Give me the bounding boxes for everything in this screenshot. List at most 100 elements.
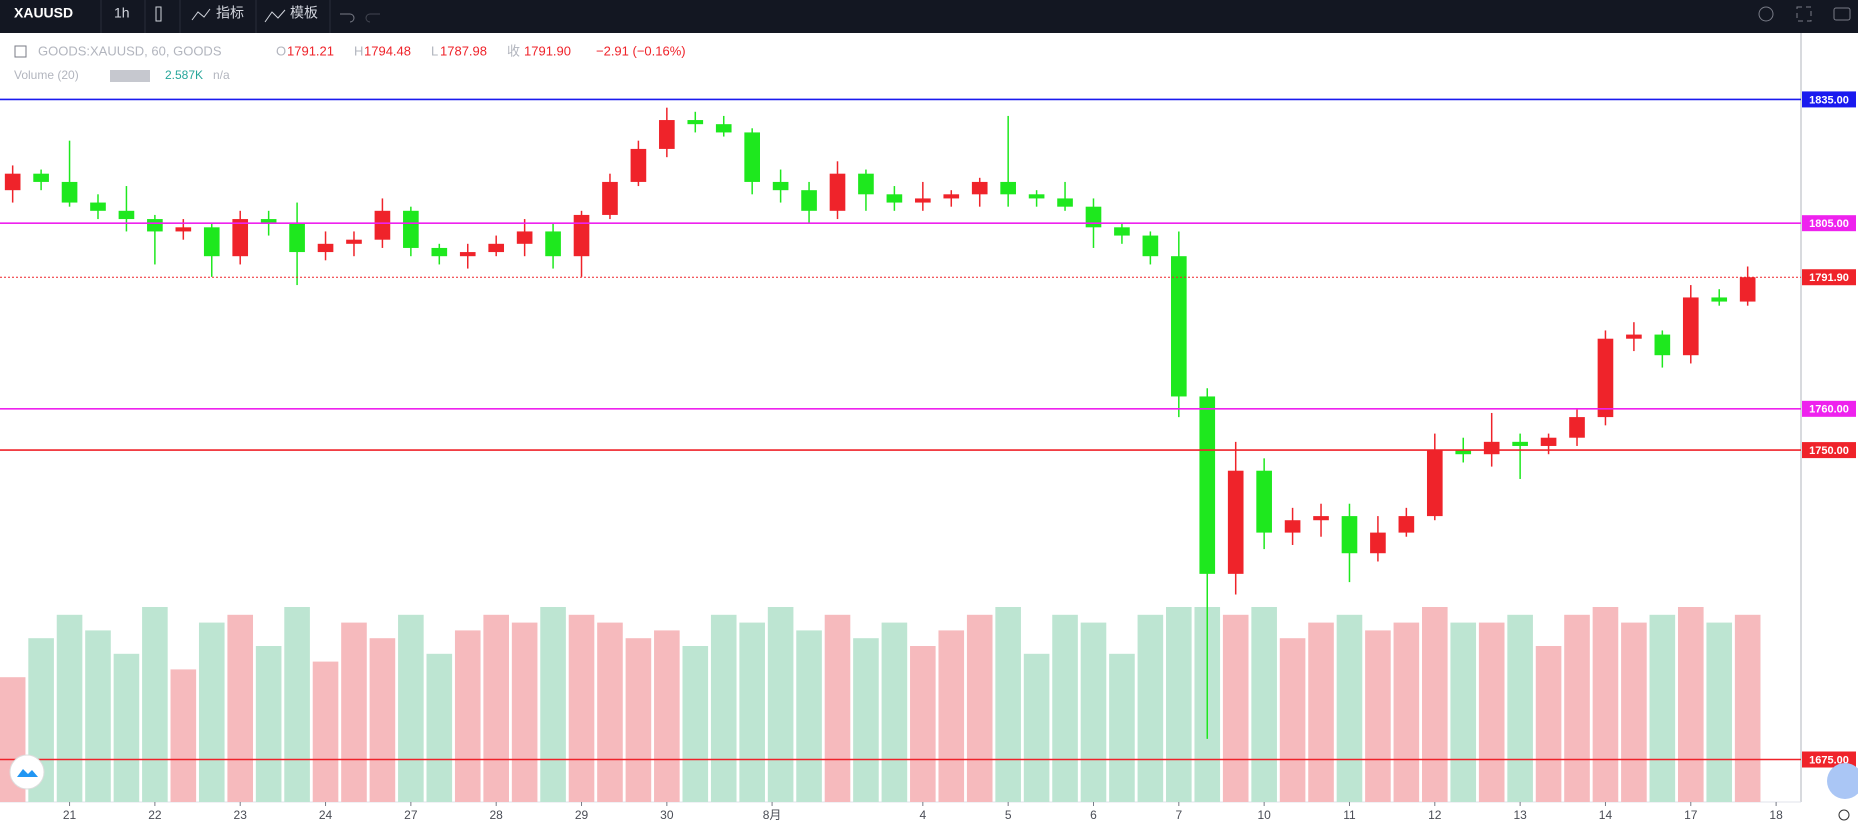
- x-tick-label: 22: [148, 808, 162, 822]
- legend-c-label: 收: [507, 43, 520, 58]
- volume-bar: [1336, 614, 1363, 802]
- candle-body: [1142, 235, 1159, 257]
- collapse[interactable]: [14, 45, 27, 58]
- redo[interactable]: [365, 13, 380, 23]
- candle-body: [1426, 450, 1443, 517]
- price-label: 1791.90: [1809, 272, 1849, 284]
- candle-body: [1512, 441, 1528, 446]
- x-tick-label: 28: [490, 808, 504, 822]
- price-label: 1750.00: [1809, 445, 1849, 457]
- volume-bar: [568, 614, 595, 802]
- candle-body: [4, 173, 21, 191]
- volume-bar: [1251, 607, 1277, 802]
- candle-body: [886, 194, 903, 203]
- x-tick-label: 23: [234, 808, 248, 822]
- volume-bar: [1450, 622, 1477, 802]
- volume-bar: [739, 622, 765, 802]
- volume-bar: [1279, 638, 1306, 802]
- logo-mark: [17, 769, 38, 777]
- symbol[interactable]: XAUUSD: [14, 5, 73, 21]
- x-tick-label: 27: [404, 808, 418, 822]
- x-tick-label: 6: [1090, 808, 1097, 822]
- candle-icon[interactable]: [155, 6, 162, 22]
- templates-button[interactable]: 模板: [290, 5, 318, 21]
- candle-body: [1626, 334, 1642, 339]
- price-label-bg: [1802, 91, 1856, 108]
- volume-bar: [1052, 614, 1078, 802]
- axis-settings[interactable]: [1838, 809, 1850, 821]
- volume-bar: [710, 614, 737, 802]
- candle-body: [459, 252, 476, 257]
- screenshot[interactable]: [1833, 7, 1851, 21]
- candle-body: [1000, 181, 1016, 195]
- indicators-button[interactable]: 指标: [216, 5, 244, 21]
- x-tick-label: 21: [63, 808, 77, 822]
- candle-body: [1654, 334, 1671, 356]
- candle-body: [915, 198, 931, 203]
- candle-body: [1682, 297, 1699, 356]
- x-tick-label: 7: [1175, 808, 1182, 822]
- candle-body: [602, 181, 618, 215]
- volume-bar: [597, 622, 623, 802]
- candle-body: [1284, 520, 1301, 533]
- undo[interactable]: [340, 13, 355, 23]
- volume-bar: [1308, 622, 1334, 802]
- candle-body: [374, 210, 391, 240]
- candle-body: [659, 120, 675, 149]
- volume-bar: [426, 653, 453, 802]
- candle-body: [1170, 256, 1187, 397]
- legend-close: 1791.90: [524, 43, 571, 58]
- volume-bar: [1080, 622, 1107, 802]
- interval[interactable]: 1h: [114, 5, 130, 21]
- volume-bar: [938, 630, 965, 802]
- candle-body: [858, 173, 874, 195]
- candle-body: [1114, 227, 1130, 236]
- x-tick-label: 10: [1257, 808, 1271, 822]
- candle-body: [687, 120, 704, 125]
- volume-bar: [1393, 622, 1420, 802]
- volume-bar: [454, 630, 481, 802]
- x-tick-label: 18: [1769, 808, 1783, 822]
- volume-bar: [796, 630, 822, 802]
- price-label-bg: [1802, 215, 1856, 232]
- volume-bar: [540, 607, 566, 802]
- candle-body: [772, 181, 789, 191]
- candle-body: [971, 181, 988, 195]
- candle-body: [516, 231, 533, 244]
- candle-body: [744, 132, 760, 182]
- volume-bar: [170, 669, 197, 802]
- logo[interactable]: [9, 754, 45, 790]
- draw-button[interactable]: [1827, 763, 1858, 799]
- volume-bar: [1222, 614, 1249, 802]
- volume-bar: [1621, 622, 1647, 802]
- legend-low: 1787.98: [440, 43, 487, 58]
- volume-controls[interactable]: [110, 70, 150, 82]
- volume-ma: n/a: [213, 68, 230, 82]
- fullscreen[interactable]: [1796, 6, 1812, 22]
- candle-body: [1028, 194, 1045, 199]
- x-tick-label: 12: [1428, 808, 1442, 822]
- volume-bar: [1734, 614, 1761, 802]
- volume-bar: [312, 661, 339, 802]
- x-tick-label: 29: [575, 808, 589, 822]
- legend-change: −2.91 (−0.16%): [596, 43, 686, 58]
- volume-bar: [767, 607, 794, 802]
- legend-high: 1794.48: [364, 43, 411, 58]
- volume-bar: [910, 646, 936, 802]
- volume-bar: [1535, 646, 1562, 802]
- volume-bar: [966, 614, 993, 802]
- volume-bar: [511, 622, 538, 802]
- volume-bar: [853, 638, 879, 802]
- candle-body: [545, 231, 561, 257]
- volume-bar: [341, 622, 367, 802]
- settings[interactable]: [1758, 6, 1774, 22]
- candle-body: [943, 194, 960, 199]
- candle-body: [1199, 396, 1216, 574]
- price-label-bg: [1802, 442, 1856, 459]
- price-label: 1760.00: [1809, 404, 1849, 416]
- x-tick-label: 5: [1005, 808, 1012, 822]
- volume-bar: [1677, 607, 1704, 802]
- candle-body: [61, 181, 78, 203]
- volume-bar: [1478, 622, 1505, 802]
- volume-value: 2.587K: [165, 68, 203, 82]
